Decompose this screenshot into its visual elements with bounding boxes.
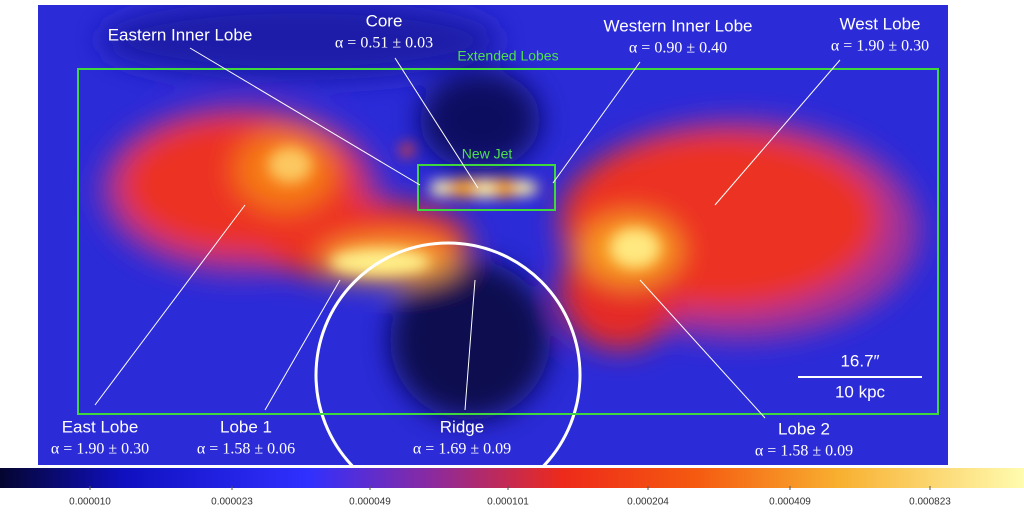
label-name: West Lobe: [840, 14, 921, 33]
scale-physical: 10 kpc: [835, 382, 886, 401]
colorbar-tick-label: 0.000010: [69, 497, 111, 508]
pointer: [394, 57, 479, 189]
spectral-index: α = 0.90 ± 0.40: [629, 40, 727, 57]
ridge-circle: [314, 241, 582, 465]
colorbar: [0, 468, 1024, 488]
extended-lobes-box: [77, 68, 939, 415]
label-name: Western Inner Lobe: [604, 16, 753, 35]
pointer: [464, 279, 476, 411]
label-name: Eastern Inner Lobe: [108, 25, 253, 44]
colorbar-tick-label: 0.000823: [909, 497, 951, 508]
pointers: [94, 47, 841, 419]
colorbar-tick-label: 0.000409: [769, 497, 811, 508]
pointer: [639, 279, 766, 419]
label-name: Lobe 1: [220, 417, 272, 436]
spectral-index: α = 1.90 ± 0.30: [51, 441, 149, 458]
label-name: Ridge: [440, 417, 484, 436]
radio-image: [38, 5, 948, 465]
pointer: [714, 59, 841, 206]
colorbar-tick-label: 0.000049: [349, 497, 391, 508]
colorbar-tick-label: 0.000023: [211, 497, 253, 508]
pointer: [264, 279, 341, 411]
pointer: [189, 47, 421, 186]
spectral-index: α = 1.58 ± 0.09: [755, 443, 853, 460]
colorbar-tick-label: 0.000101: [487, 497, 529, 508]
label-name: Lobe 2: [778, 419, 830, 438]
colorbar-tick-label: 0.000204: [627, 497, 669, 508]
scale-angular: 16.7″: [840, 351, 879, 370]
box-label: Extended Lobes: [457, 48, 558, 64]
new-jet-box: [417, 164, 556, 211]
spectral-index: α = 0.51 ± 0.03: [335, 35, 433, 52]
spectral-index: α = 1.69 ± 0.09: [413, 441, 511, 458]
box-label: New Jet: [462, 146, 513, 162]
spectral-index: α = 1.90 ± 0.30: [831, 38, 929, 55]
spectral-index: α = 1.58 ± 0.06: [197, 441, 295, 458]
pointer: [552, 61, 641, 184]
pointer: [94, 204, 246, 406]
label-name: Core: [366, 11, 403, 30]
label-name: East Lobe: [62, 417, 139, 436]
